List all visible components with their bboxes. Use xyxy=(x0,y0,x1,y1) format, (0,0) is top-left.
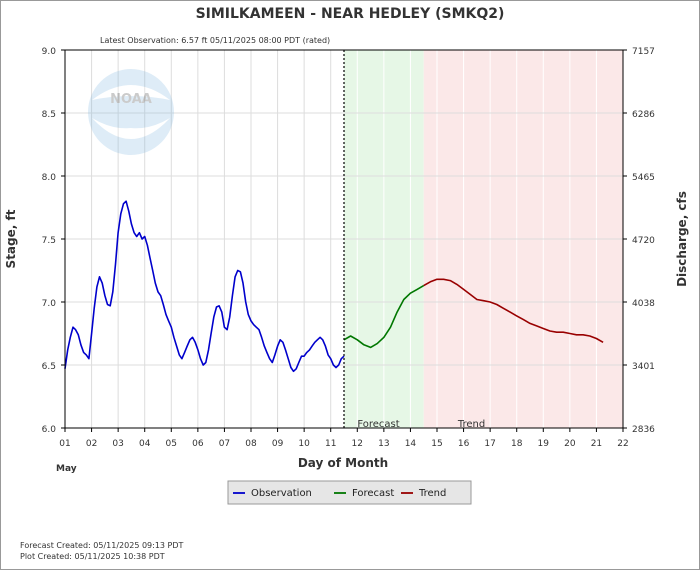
series-forecast-line xyxy=(343,284,425,349)
legend: Observation Forecast Trend xyxy=(227,480,472,505)
x-tick-label: 12 xyxy=(352,439,363,449)
logo-text: NOAA xyxy=(110,92,152,107)
x-tick-label: 19 xyxy=(538,439,550,449)
x-tick-label: 07 xyxy=(219,439,230,449)
plot-created-text: Plot Created: 05/11/2025 10:38 PDT xyxy=(20,552,165,561)
x-tick-label: 13 xyxy=(378,439,389,449)
x-tick-label: 03 xyxy=(112,439,123,449)
y-left-tick-label: 7.5 xyxy=(42,236,56,246)
series-lines xyxy=(64,200,604,373)
x-tick-label: 17 xyxy=(484,439,495,449)
x-tick-label: 01 xyxy=(59,439,70,449)
month-label: May xyxy=(56,464,77,474)
region-labels: Forecast Trend xyxy=(357,419,485,430)
x-axis-label: Day of Month xyxy=(298,456,388,470)
x-tick-label: 14 xyxy=(405,439,417,449)
x-tick-label: 06 xyxy=(192,439,204,449)
x-tick-label: 08 xyxy=(245,439,257,449)
x-tick-label: 18 xyxy=(511,439,523,449)
x-tick-label: 21 xyxy=(591,439,602,449)
y-left-tick-label: 8.5 xyxy=(42,110,56,120)
chart-title: SIMILKAMEEN - NEAR HEDLEY (SMKQ2) xyxy=(196,6,505,22)
noaa-logo: NOAA xyxy=(88,69,174,155)
chart-subtitle: Latest Observation: 6.57 ft 05/11/2025 0… xyxy=(100,36,330,45)
x-tick-label: 20 xyxy=(564,439,576,449)
x-tick-label: 05 xyxy=(166,439,177,449)
region-label-trend: Trend xyxy=(457,419,485,430)
x-tick-label: 04 xyxy=(139,439,151,449)
x-tick-label: 09 xyxy=(272,439,284,449)
x-tick-label: 15 xyxy=(431,439,442,449)
series-trend-line xyxy=(423,278,604,343)
y-left-tick-label: 6.5 xyxy=(42,362,56,372)
series-observation-line xyxy=(64,200,345,373)
region-label-forecast: Forecast xyxy=(357,419,399,430)
y-axis-left-label: Stage, ft xyxy=(4,209,18,268)
forecast-created-text: Forecast Created: 05/11/2025 09:13 PDT xyxy=(20,541,184,550)
x-tick-label: 10 xyxy=(298,439,310,449)
y-right-tick-label: 3401 xyxy=(632,362,655,372)
legend-label-observation: Observation xyxy=(251,488,312,499)
y-left-tick-label: 9.0 xyxy=(42,47,57,57)
y-right-tick-label: 7157 xyxy=(632,47,655,57)
y-right-tick-label: 4720 xyxy=(632,236,655,246)
x-tick-label: 11 xyxy=(325,439,336,449)
x-tick-label: 02 xyxy=(86,439,97,449)
legend-label-forecast: Forecast xyxy=(352,488,394,499)
y-left-tick-label: 7.0 xyxy=(42,299,57,309)
x-tick-label: 22 xyxy=(617,439,628,449)
legend-label-trend: Trend xyxy=(418,488,446,499)
y-left-tick-label: 8.0 xyxy=(42,173,57,183)
axis-ticks: 01 02 03 04 05 06 07 08 09 10 11 12 13 14 15 16 17 18 19 20… xyxy=(42,47,656,449)
y-axis-right-label: Discharge, cfs xyxy=(675,191,689,287)
y-right-tick-label: 5465 xyxy=(632,173,655,183)
y-right-tick-label: 6286 xyxy=(632,110,655,120)
y-right-tick-label: 2836 xyxy=(632,425,655,435)
y-left-tick-label: 6.0 xyxy=(42,425,57,435)
x-tick-label: 16 xyxy=(458,439,470,449)
y-right-tick-label: 4038 xyxy=(632,299,655,309)
